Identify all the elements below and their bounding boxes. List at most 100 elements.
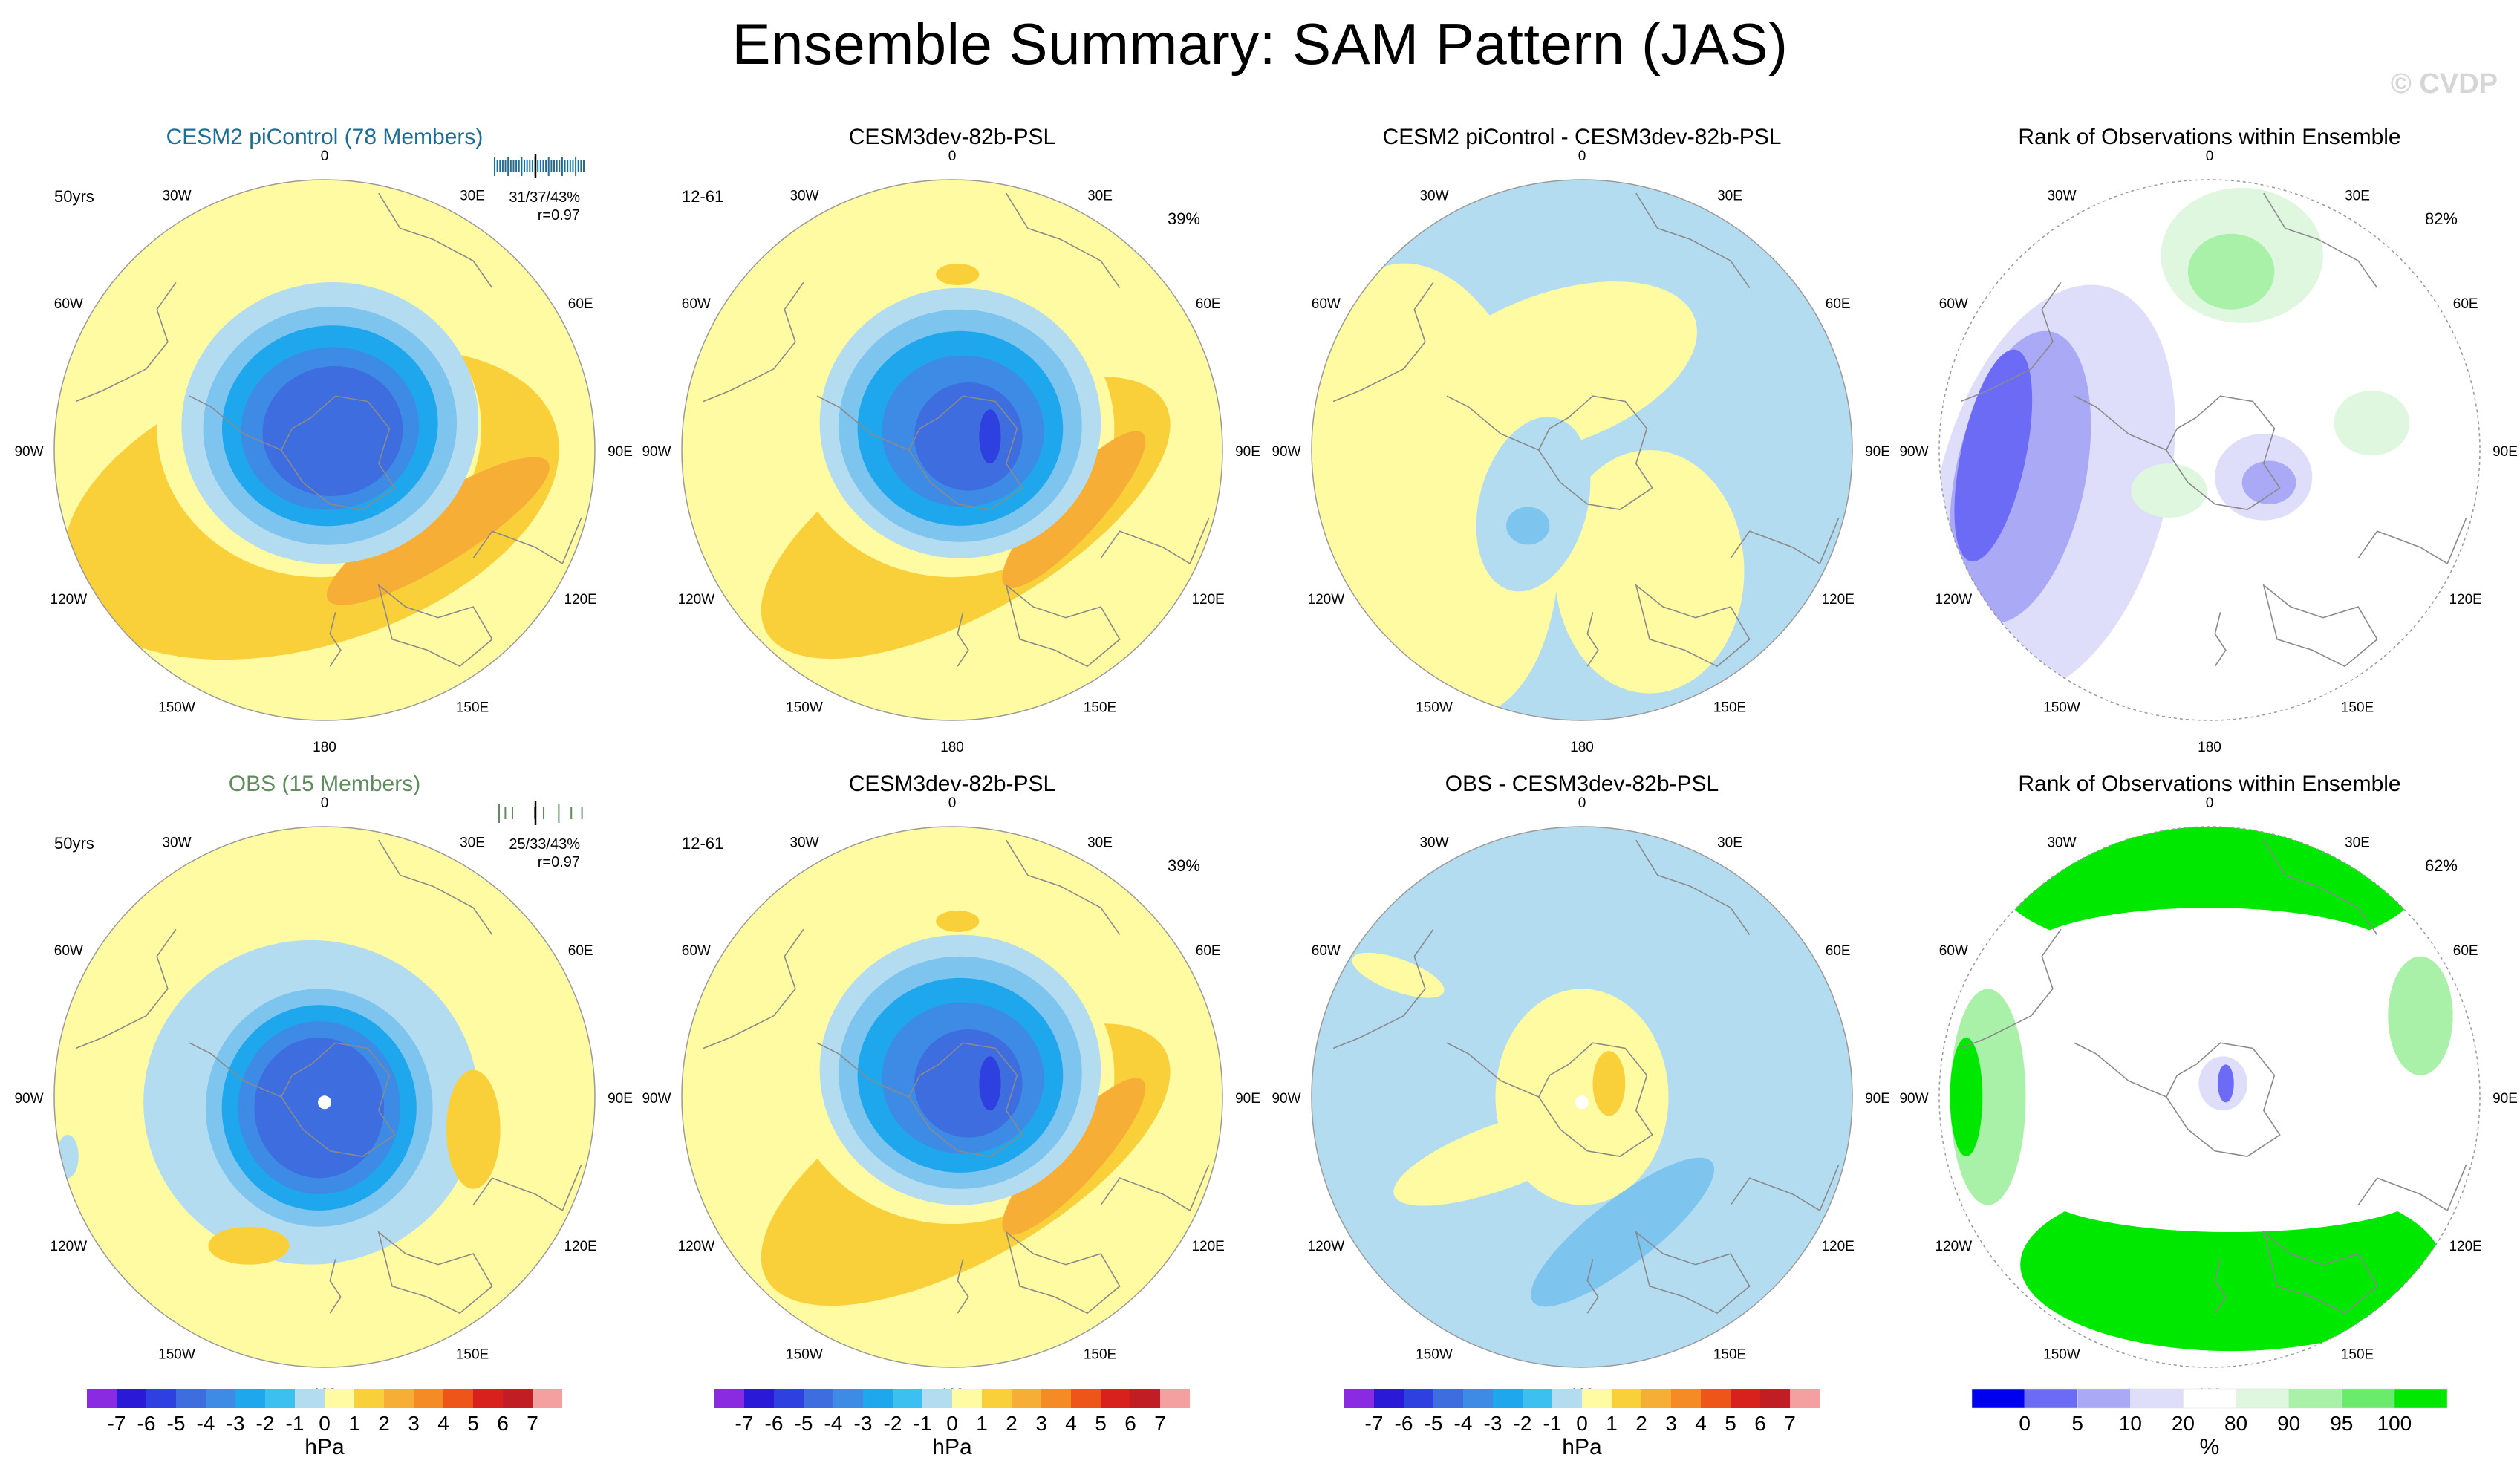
rank-bottom-lon-label: 60E (2453, 943, 2478, 959)
hpa-colorbar-tick: -4 (824, 1412, 843, 1435)
obs-ensemble-mean-correlation-label: r=0.97 (538, 854, 580, 870)
hpa-colorbar-swatch (1374, 1389, 1404, 1408)
rank-bottom-lon-label: 120E (2449, 1239, 2481, 1254)
rank-colorbar-swatch (2130, 1388, 2184, 1409)
cesm3dev-psl-top-contour-8 (914, 382, 1023, 491)
difference-bottom-title: OBS - CESM3dev-82b-PSL (1445, 772, 1719, 796)
cesm3dev-psl-top-lon-label: 60E (1196, 296, 1221, 312)
rank-colorbar-units: % (2200, 1435, 2220, 1459)
difference-bottom-lon-label: 30W (1419, 835, 1448, 850)
rank-top-coastline-2 (1960, 281, 2062, 403)
hpa-colorbar-tick: -1 (1543, 1412, 1562, 1435)
hpa-colorbar-tick: 1 (976, 1412, 988, 1435)
cesm3dev-psl-bottom-lon-label: 90E (1235, 1091, 1260, 1107)
difference-bottom-coastline-3 (1635, 839, 1751, 936)
rank-bottom-title: Rank of Observations within Ensemble (2018, 772, 2401, 796)
rank-top-coastline-1 (2074, 395, 2167, 451)
difference-top-coastline-3 (1635, 192, 1751, 289)
hpa-colorbar-swatch (922, 1389, 952, 1408)
rank-colorbar-swatch (2183, 1388, 2236, 1409)
rank-colorbar-swatch (2236, 1388, 2289, 1409)
rank-top-contour-6 (1954, 349, 2033, 561)
rank-top-contour-8 (2241, 460, 2296, 504)
hpa-colorbar-swatch (235, 1389, 265, 1408)
hpa-colorbar-swatch (503, 1389, 533, 1408)
difference-top-coastline-4 (1730, 517, 1840, 565)
hpa-colorbar-tick: 1 (1606, 1412, 1618, 1435)
rank-top-lon-label: 120E (2449, 592, 2481, 608)
difference-top-lon-label: 60W (1312, 296, 1341, 312)
cesm3dev-psl-bottom-border (681, 826, 1223, 1368)
hpa-colorbar-tick: 6 (1754, 1412, 1766, 1435)
hpa-colorbar-tick: -6 (1395, 1412, 1413, 1435)
cesm3dev-psl-top-coastline-2 (703, 281, 804, 403)
rank-top-lon-label: 30E (2345, 188, 2370, 203)
hpa-colorbar-swatch (1041, 1389, 1071, 1408)
rank-bottom-map: 030E60E90E120E150E180150W120W90W60W30W62… (1899, 795, 2517, 1402)
difference-top-lon-label: 90W (1272, 444, 1300, 460)
difference-top-coastline-5 (1635, 583, 1751, 668)
hpa-colorbar-swatch (1731, 1389, 1760, 1408)
hpa-colorbar-tick: -5 (795, 1412, 813, 1435)
hpa-colorbar-tick: 1 (348, 1412, 360, 1435)
cesm3dev-psl-top-contour-2 (1002, 431, 1146, 588)
cesm2-ensemble-mean-lon-label: 150E (456, 700, 489, 716)
cesm3dev-psl-bottom-coastline-4 (1100, 1164, 1210, 1212)
rank-top-contour-3 (2334, 390, 2410, 456)
hpa-colorbar-swatch (1701, 1389, 1731, 1408)
rank-top-border (1938, 179, 2481, 721)
hpa-colorbar-swatch (1523, 1389, 1552, 1408)
rank-bottom-contour-9 (2217, 1064, 2234, 1103)
hpa-colorbar-tick: 0 (946, 1412, 958, 1435)
difference-bottom-lon-label: 150E (1713, 1347, 1746, 1363)
rank-bottom-coastline-4 (2357, 1164, 2467, 1212)
rank-colorbar-3: 0 5 10 20 80 90 95 100% (1971, 1388, 2448, 1459)
hpa-colorbar-swatch (833, 1389, 863, 1408)
hpa-colorbar-swatch (774, 1389, 804, 1408)
difference-top-border (1311, 179, 1853, 721)
obs-ensemble-mean-station-dot (318, 1095, 331, 1110)
cesm3dev-psl-bottom-percent-label: 39% (1168, 856, 1200, 875)
rank-top-lon-label: 90W (1899, 444, 1928, 460)
hpa-colorbar-units: hPa (932, 1435, 972, 1459)
difference-top-lon-label: 30E (1717, 188, 1742, 203)
hpa-colorbar-tick: 3 (408, 1412, 420, 1435)
cesm3dev-psl-top-coastline-5 (1005, 583, 1121, 668)
hpa-colorbar-swatch (1760, 1389, 1790, 1408)
cesm3dev-psl-top-lon-label: 120E (1191, 592, 1224, 608)
hpa-colorbar-tick: 4 (1065, 1412, 1077, 1435)
cesm3dev-psl-top-lon-label: 150W (786, 700, 823, 716)
hpa-colorbar-swatch (265, 1389, 295, 1408)
difference-bottom-contour-2 (1393, 1107, 1609, 1206)
difference-top-coastline-1 (1446, 395, 1540, 451)
hpa-colorbar-swatch (1552, 1389, 1582, 1408)
rank-colorbar-swatch (2077, 1388, 2131, 1409)
cesm2-ensemble-mean-map: 0 30E 60E 90E 120E 150E 180 150W 120W 90W 60W 30W 50… (14, 149, 632, 755)
hpa-colorbar-swatch (744, 1389, 774, 1408)
cesm2-ensemble-mean-border (53, 179, 596, 721)
obs-ensemble-mean-lon-label: 60E (568, 943, 593, 959)
difference-bottom-lon-label: 30E (1717, 835, 1742, 850)
obs-ensemble-mean-lon-label: 30W (162, 835, 191, 850)
cesm2-ensemble-mean-coastline-0 (280, 395, 396, 510)
rank-bottom-lon-label: 150E (2341, 1347, 2374, 1363)
hpa-colorbar-tick: -3 (227, 1412, 245, 1435)
hpa-colorbar-swatch (982, 1389, 1012, 1408)
rank-colorbar-tick: 95 (2330, 1412, 2353, 1435)
cesm3dev-psl-top-lon-label: 90E (1235, 444, 1260, 460)
difference-bottom-coastline-2 (1332, 928, 1434, 1049)
hpa-colorbar-tick: -2 (256, 1412, 275, 1435)
obs-ensemble-mean-lon-label: 0 (321, 795, 329, 811)
hpa-colorbar-tick: 5 (467, 1412, 479, 1435)
difference-bottom-coastline-1 (1446, 1042, 1540, 1098)
hpa-colorbar-swatch (414, 1389, 443, 1408)
hpa-colorbar-swatch (1344, 1389, 1374, 1408)
hpa-colorbar-swatch (1493, 1389, 1523, 1408)
obs-ensemble-mean-coastline-3 (378, 839, 493, 936)
hpa-colorbar-swatch (1012, 1389, 1041, 1408)
rank-bottom-coastline-2 (1960, 928, 2062, 1049)
hpa-colorbar-1: -7 -6 -5 -4 -3 -2 -1 0 1 2 3 4 5 6 7 hPa (714, 1389, 1190, 1459)
obs-ensemble-mean-lon-label: 150E (456, 1347, 489, 1363)
obs-ensemble-mean-title: OBS (15 Members) (228, 772, 421, 796)
